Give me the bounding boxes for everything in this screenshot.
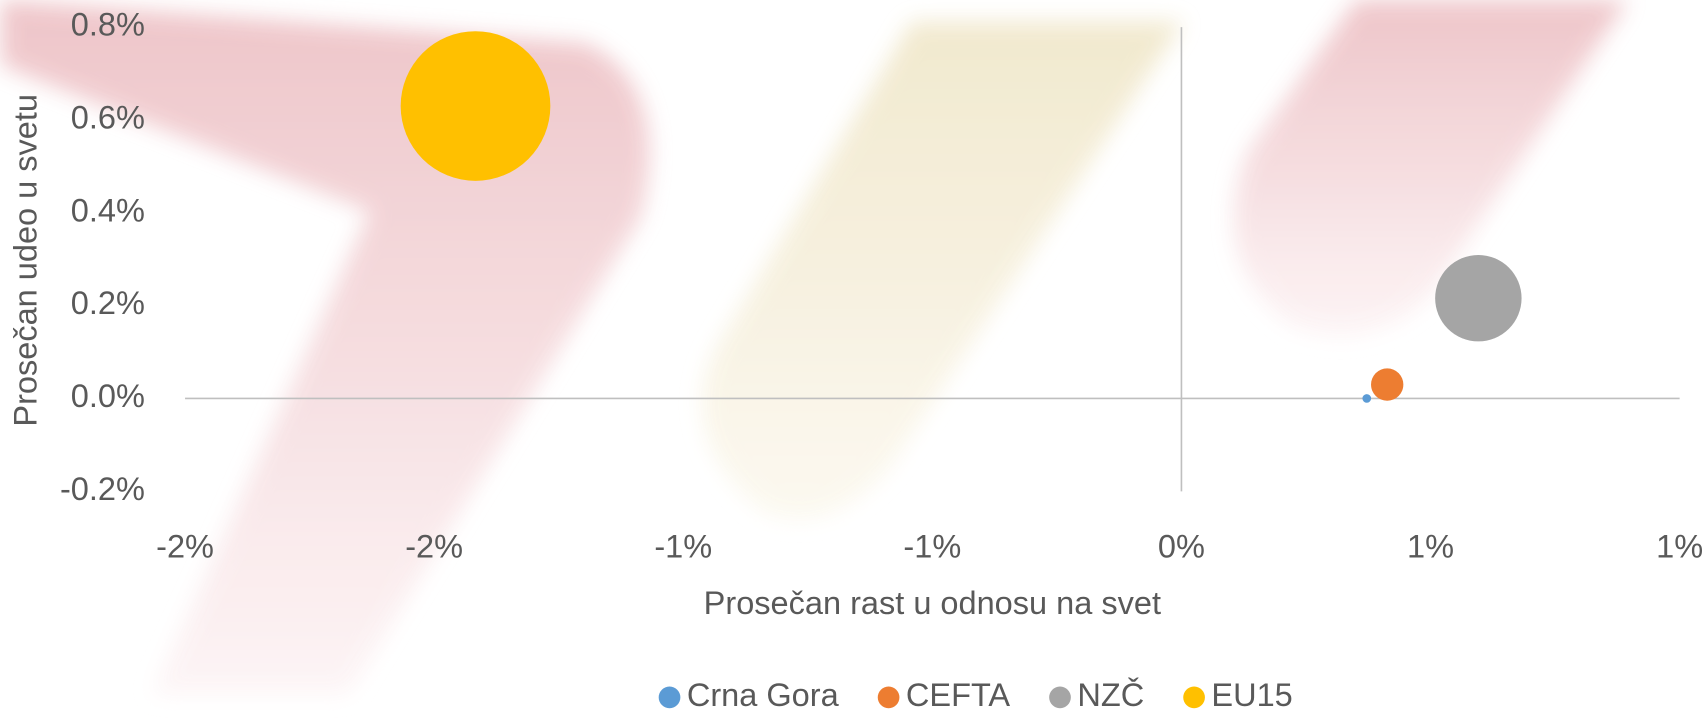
x-tick-label: -1%: [903, 528, 961, 564]
bubble: [1435, 255, 1521, 341]
bubble: [1362, 394, 1371, 403]
legend: Crna Gora CEFTA NZČ EU15: [659, 676, 1293, 713]
legend-label: NZČ: [1077, 676, 1144, 713]
x-tick-label: -2%: [156, 528, 214, 564]
bubble: [1371, 368, 1403, 400]
legend-marker: [878, 687, 900, 709]
y-axis-title: Prosečan udeo u svetu: [7, 94, 43, 427]
legend-label: Crna Gora: [687, 677, 840, 713]
x-tick-label: 1%: [1656, 528, 1702, 564]
y-tick-label: 0.4%: [71, 192, 145, 228]
legend-marker: [659, 687, 681, 709]
y-tick-label: 0.0%: [71, 378, 145, 414]
y-tick-label: 0.8%: [71, 7, 145, 43]
legend-marker: [1183, 687, 1205, 709]
legend-label: EU15: [1211, 677, 1292, 713]
y-tick-label: -0.2%: [60, 471, 145, 507]
y-tick-label: 0.6%: [71, 100, 145, 136]
legend-marker: [1049, 687, 1071, 709]
legend-label: CEFTA: [906, 677, 1010, 713]
y-tick-label: 0.2%: [71, 285, 145, 321]
bubble: [401, 31, 551, 181]
x-tick-label: 0%: [1158, 528, 1205, 564]
x-tick-label: 1%: [1407, 528, 1454, 564]
chart: -0.2% 0.0% 0.2% 0.4% 0.6% 0.8% -2% -2% -1% -1% 0% 1…: [0, 0, 1702, 718]
x-tick-label: -2%: [405, 528, 463, 564]
x-tick-label: -1%: [654, 528, 712, 564]
x-axis-title: Prosečan rast u odnosu na svet: [704, 585, 1161, 621]
